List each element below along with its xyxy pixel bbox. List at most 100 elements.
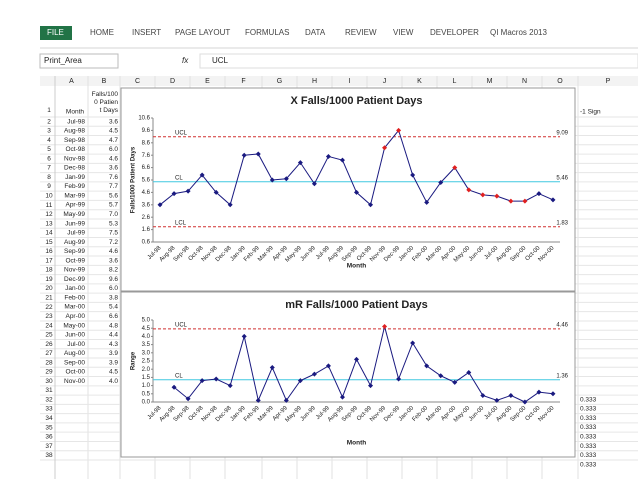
row-number[interactable]: 24 <box>45 322 53 329</box>
falls-cell[interactable]: 4.7 <box>109 137 118 144</box>
p-cell[interactable]: 0.333 <box>580 406 597 413</box>
row-number[interactable]: 30 <box>45 378 53 385</box>
row-number[interactable]: 10 <box>45 193 53 200</box>
falls-cell[interactable]: 5.3 <box>109 220 118 227</box>
falls-cell[interactable]: 8.2 <box>109 267 118 274</box>
falls-cell[interactable]: 4.4 <box>109 332 118 339</box>
month-cell[interactable]: Oct-99 <box>65 257 85 264</box>
month-cell[interactable]: Jul-99 <box>67 230 85 237</box>
row-number[interactable]: 14 <box>45 230 53 237</box>
falls-cell[interactable]: 3.9 <box>109 359 118 366</box>
row-number[interactable]: 4 <box>47 137 51 144</box>
p-cell[interactable]: 0.333 <box>580 424 597 431</box>
falls-cell[interactable]: 4.0 <box>109 378 118 385</box>
row-number[interactable]: 33 <box>45 406 53 413</box>
falls-cell[interactable]: 4.5 <box>109 128 118 135</box>
column-header[interactable]: C <box>135 78 140 85</box>
p-cell[interactable]: 0.333 <box>580 461 597 468</box>
ribbon-tab[interactable]: DEVELOPER <box>430 28 479 37</box>
falls-cell[interactable]: 6.6 <box>109 313 118 320</box>
ribbon-tab[interactable]: VIEW <box>393 28 414 37</box>
row-number[interactable]: 12 <box>45 211 53 218</box>
row-number[interactable]: 9 <box>47 183 51 190</box>
month-cell[interactable]: Jul-00 <box>67 341 85 348</box>
column-header[interactable]: M <box>487 78 493 85</box>
row-number[interactable]: 1 <box>47 107 51 114</box>
row-number[interactable]: 23 <box>45 313 53 320</box>
month-cell[interactable]: Feb-00 <box>64 294 85 301</box>
month-cell[interactable]: Feb-99 <box>64 183 85 190</box>
row-number[interactable]: 36 <box>45 434 53 441</box>
row-number[interactable]: 18 <box>45 267 53 274</box>
falls-cell[interactable]: 6.0 <box>109 285 118 292</box>
falls-cell[interactable]: 5.6 <box>109 192 118 199</box>
month-cell[interactable]: Jan-99 <box>65 174 85 181</box>
row-number[interactable]: 2 <box>47 118 51 125</box>
p-cell[interactable]: 0.333 <box>580 396 597 403</box>
falls-cell[interactable]: 7.5 <box>109 230 118 237</box>
ribbon-tab[interactable]: INSERT <box>132 28 161 37</box>
column-header[interactable]: H <box>312 78 317 85</box>
row-number[interactable]: 8 <box>47 174 51 181</box>
ribbon-tab[interactable]: HOME <box>90 28 114 37</box>
row-number[interactable]: 32 <box>45 396 53 403</box>
month-cell[interactable]: May-99 <box>63 211 85 218</box>
p-cell[interactable]: 0.333 <box>580 433 597 440</box>
month-cell[interactable]: Jun-99 <box>65 220 85 227</box>
falls-cell[interactable]: 7.0 <box>109 211 118 218</box>
month-cell[interactable]: Dec-99 <box>64 276 85 283</box>
falls-cell[interactable]: 3.6 <box>109 257 118 264</box>
row-number[interactable]: 16 <box>45 248 53 255</box>
falls-cell[interactable]: 3.8 <box>109 294 118 301</box>
file-tab-bg[interactable] <box>40 26 72 40</box>
ribbon-tab[interactable]: DATA <box>305 28 326 37</box>
row-number[interactable]: 34 <box>45 415 53 422</box>
row-number[interactable]: 11 <box>46 202 53 209</box>
ribbon-tab[interactable]: REVIEW <box>345 28 377 37</box>
p-cell[interactable]: 0.333 <box>580 415 597 422</box>
ribbon-tab[interactable]: QI Macros 2013 <box>490 28 547 37</box>
month-cell[interactable]: Aug-98 <box>64 128 85 135</box>
month-cell[interactable]: Nov-98 <box>64 155 85 162</box>
ribbon-tab[interactable]: FORMULAS <box>245 28 289 37</box>
falls-cell[interactable]: 7.7 <box>109 183 118 190</box>
month-cell[interactable]: Apr-99 <box>65 202 85 209</box>
column-header[interactable]: B <box>102 78 107 85</box>
column-header[interactable]: L <box>453 78 457 85</box>
column-header[interactable]: I <box>349 78 351 85</box>
row-number[interactable]: 37 <box>45 443 53 450</box>
column-header[interactable]: J <box>383 78 387 85</box>
falls-cell[interactable]: 4.5 <box>109 369 118 376</box>
row-number[interactable]: 27 <box>45 350 53 357</box>
month-cell[interactable]: Nov-99 <box>64 267 85 274</box>
ribbon-tab[interactable]: FILE <box>47 28 64 37</box>
month-cell[interactable]: May-00 <box>63 322 85 329</box>
row-number[interactable]: 15 <box>45 239 53 246</box>
row-number[interactable]: 38 <box>45 452 53 459</box>
column-header[interactable]: D <box>170 78 175 85</box>
month-cell[interactable]: Sep-00 <box>64 359 85 366</box>
column-header[interactable]: O <box>557 78 563 85</box>
formula-bar[interactable] <box>199 53 638 69</box>
month-cell[interactable]: Apr-00 <box>65 313 85 320</box>
row-number[interactable]: 28 <box>45 359 53 366</box>
row-number[interactable]: 13 <box>45 220 53 227</box>
row-number[interactable]: 31 <box>45 387 53 394</box>
column-header[interactable]: A <box>69 78 74 85</box>
falls-cell[interactable]: 4.8 <box>109 322 118 329</box>
falls-cell[interactable]: 7.6 <box>109 174 118 181</box>
p-cell[interactable]: 0.333 <box>580 452 597 459</box>
falls-cell[interactable]: 3.9 <box>109 350 118 357</box>
row-number[interactable]: 6 <box>47 155 51 162</box>
ribbon-tab[interactable]: PAGE LAYOUT <box>175 28 230 37</box>
falls-cell[interactable]: 3.6 <box>109 118 118 125</box>
row-number[interactable]: 20 <box>45 285 53 292</box>
month-cell[interactable]: Nov-00 <box>64 378 85 385</box>
month-cell[interactable]: Dec-98 <box>64 165 85 172</box>
row-number[interactable]: 29 <box>45 369 53 376</box>
chart-area[interactable] <box>120 291 576 458</box>
falls-cell[interactable]: 5.4 <box>109 304 118 311</box>
month-cell[interactable]: Mar-00 <box>64 304 85 311</box>
month-cell[interactable]: Jun-00 <box>65 332 85 339</box>
month-cell[interactable]: Jul-98 <box>67 118 85 125</box>
